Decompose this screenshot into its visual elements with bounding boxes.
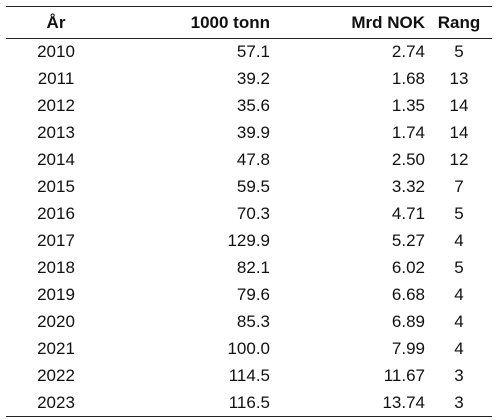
table-row: 2010 57.1 2.74 5 bbox=[6, 39, 492, 66]
cell-value: 1.68 bbox=[391, 69, 425, 88]
header-value: Mrd NOK bbox=[351, 12, 425, 32]
data-table: År 1000 tonn Mrd NOK Rang 2010 57.1 2.74 5 2… bbox=[6, 6, 492, 417]
table-row: 2011 39.2 1.68 13 bbox=[6, 66, 492, 93]
cell-year: 2010 bbox=[37, 42, 75, 62]
table-row: 2017 129.9 5.27 4 bbox=[6, 228, 492, 255]
cell-rank: 4 bbox=[454, 231, 464, 250]
cell-volume: 35.6 bbox=[236, 96, 270, 115]
cell-year: 2017 bbox=[37, 231, 75, 250]
cell-rank: 13 bbox=[449, 69, 469, 88]
table-row: 2020 85.3 6.89 4 bbox=[6, 309, 492, 336]
cell-value: 2.74 bbox=[391, 42, 425, 62]
cell-rank: 3 bbox=[454, 366, 464, 385]
table-row: 2015 59.5 3.32 7 bbox=[6, 174, 492, 201]
table-row: 2012 35.6 1.35 14 bbox=[6, 93, 492, 120]
cell-value: 1.74 bbox=[391, 123, 425, 142]
table-row: 2013 39.9 1.74 14 bbox=[6, 120, 492, 147]
cell-volume: 39.9 bbox=[236, 123, 270, 142]
cell-rank: 5 bbox=[454, 42, 464, 62]
cell-year: 2011 bbox=[37, 69, 75, 88]
cell-rank: 4 bbox=[454, 312, 464, 331]
table-row: 2019 79.6 6.68 4 bbox=[6, 282, 492, 309]
cell-volume: 39.2 bbox=[236, 69, 270, 88]
cell-volume: 59.5 bbox=[236, 177, 270, 196]
cell-rank: 4 bbox=[454, 339, 464, 358]
cell-year: 2013 bbox=[37, 123, 75, 142]
cell-volume: 116.5 bbox=[228, 392, 270, 412]
cell-value: 6.89 bbox=[391, 312, 425, 331]
data-table-container: År 1000 tonn Mrd NOK Rang 2010 57.1 2.74 5 2… bbox=[6, 6, 492, 417]
cell-year: 2019 bbox=[37, 285, 75, 304]
cell-volume: 129.9 bbox=[227, 231, 270, 250]
cell-rank: 5 bbox=[454, 258, 464, 277]
cell-rank: 7 bbox=[454, 177, 464, 196]
cell-volume: 57.1 bbox=[236, 42, 270, 62]
cell-rank: 14 bbox=[449, 96, 469, 115]
cell-volume: 100.0 bbox=[227, 339, 270, 358]
table-row: 2022 114.5 11.67 3 bbox=[6, 363, 492, 390]
table-row: 2014 47.8 2.50 12 bbox=[6, 147, 492, 174]
cell-volume: 85.3 bbox=[236, 312, 270, 331]
cell-value: 7.99 bbox=[391, 339, 425, 358]
table-row: 2021 100.0 7.99 4 bbox=[6, 336, 492, 363]
cell-year: 2014 bbox=[37, 150, 75, 169]
cell-value: 11.67 bbox=[383, 366, 425, 385]
header-row: År 1000 tonn Mrd NOK Rang bbox=[6, 6, 492, 39]
table-row: 2023 116.5 13.74 3 bbox=[6, 390, 492, 417]
cell-year: 2023 bbox=[37, 392, 75, 412]
table-row: 2018 82.1 6.02 5 bbox=[6, 255, 492, 282]
table-header: År 1000 tonn Mrd NOK Rang bbox=[6, 6, 492, 39]
cell-rank: 4 bbox=[454, 285, 464, 304]
cell-year: 2021 bbox=[37, 339, 75, 358]
header-volume: 1000 tonn bbox=[190, 12, 270, 32]
table-row: 2016 70.3 4.71 5 bbox=[6, 201, 492, 228]
header-year: År bbox=[46, 12, 66, 32]
cell-value: 1.35 bbox=[391, 96, 425, 115]
cell-volume: 79.6 bbox=[236, 285, 270, 304]
cell-rank: 14 bbox=[449, 123, 469, 142]
cell-volume: 114.5 bbox=[228, 366, 270, 385]
cell-volume: 47.8 bbox=[236, 150, 270, 169]
cell-year: 2016 bbox=[37, 204, 75, 223]
cell-value: 13.74 bbox=[382, 392, 425, 412]
cell-value: 6.02 bbox=[391, 258, 425, 277]
cell-year: 2018 bbox=[37, 258, 75, 277]
cell-volume: 70.3 bbox=[236, 204, 270, 223]
cell-year: 2022 bbox=[37, 366, 75, 385]
cell-value: 3.32 bbox=[391, 177, 425, 196]
header-rank: Rang bbox=[437, 12, 481, 32]
cell-value: 5.27 bbox=[391, 231, 425, 250]
cell-year: 2020 bbox=[37, 312, 75, 331]
cell-volume: 82.1 bbox=[236, 258, 270, 277]
cell-rank: 3 bbox=[454, 392, 464, 412]
table-body: 2010 57.1 2.74 5 2011 39.2 1.68 13 2012 35.6 1.35 1… bbox=[6, 39, 492, 417]
cell-value: 2.50 bbox=[391, 150, 425, 169]
cell-value: 4.71 bbox=[391, 204, 425, 223]
cell-rank: 5 bbox=[454, 204, 464, 223]
cell-rank: 12 bbox=[449, 150, 469, 169]
cell-year: 2012 bbox=[37, 96, 75, 115]
cell-value: 6.68 bbox=[391, 285, 425, 304]
cell-year: 2015 bbox=[37, 177, 75, 196]
